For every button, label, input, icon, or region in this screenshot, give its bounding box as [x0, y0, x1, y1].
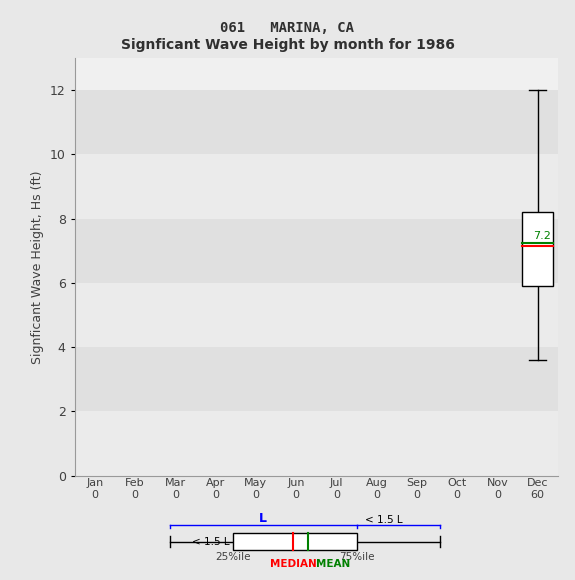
Bar [75, 90, 558, 154]
Bar [75, 347, 558, 411]
Text: MEDIAN: MEDIAN [270, 559, 317, 568]
Text: 061   MARINA, CA: 061 MARINA, CA [220, 21, 355, 35]
Bar [75, 154, 558, 219]
Text: 75%ile: 75%ile [339, 552, 374, 562]
Text: < 1.5 L: < 1.5 L [365, 514, 402, 524]
Bar [233, 532, 356, 550]
Bar [75, 411, 558, 476]
Text: Signficant Wave Height by month for 1986: Signficant Wave Height by month for 1986 [121, 38, 454, 52]
Text: 25%ile: 25%ile [215, 552, 251, 562]
Text: MEAN: MEAN [316, 559, 351, 568]
Bar [75, 219, 558, 283]
Bar [522, 212, 553, 286]
Text: < 1.5 L: < 1.5 L [193, 536, 230, 546]
Text: L: L [259, 512, 267, 524]
Text: 7.2: 7.2 [534, 231, 551, 241]
Y-axis label: Signficant Wave Height, Hs (ft): Signficant Wave Height, Hs (ft) [31, 170, 44, 364]
Bar [75, 283, 558, 347]
